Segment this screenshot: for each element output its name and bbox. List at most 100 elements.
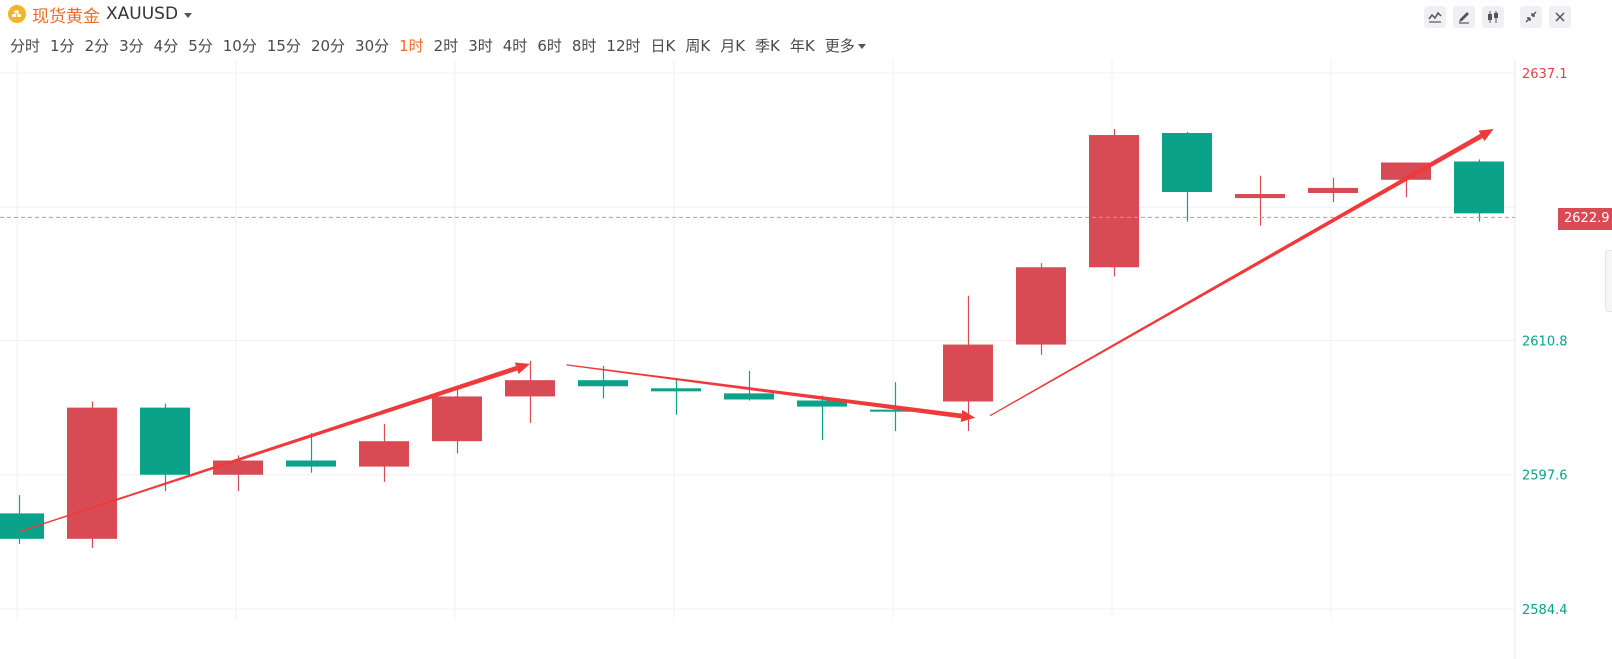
close-icon bbox=[1555, 12, 1565, 22]
candle-body bbox=[724, 393, 774, 400]
candle-body bbox=[651, 388, 701, 392]
trend-arrow-head bbox=[1478, 128, 1494, 142]
collapse-button[interactable] bbox=[1520, 6, 1542, 28]
timeframe-tab[interactable]: 10分 bbox=[222, 36, 257, 55]
price-axis-label: 2610.8 bbox=[1522, 334, 1568, 349]
timeframe-tab[interactable]: 12时 bbox=[606, 36, 641, 55]
timeframe-tab[interactable]: 周K bbox=[685, 36, 711, 55]
timeframe-tab[interactable]: 4时 bbox=[502, 36, 528, 55]
candle bbox=[943, 295, 993, 432]
timeframe-tab[interactable]: 分时 bbox=[10, 36, 41, 55]
candle bbox=[1235, 175, 1285, 226]
timeframe-tab[interactable]: 30分 bbox=[355, 36, 390, 55]
price-axis: 2637.1 2610.8 2597.6 2584.4 bbox=[1522, 67, 1568, 618]
trend-arrow bbox=[18, 362, 530, 533]
candles bbox=[0, 128, 1504, 548]
line-chart-icon bbox=[1428, 11, 1442, 23]
candle bbox=[1016, 263, 1066, 355]
candle-style-button[interactable] bbox=[1482, 6, 1504, 28]
timeframe-tab[interactable]: 20分 bbox=[310, 36, 346, 55]
candle-body bbox=[213, 460, 263, 475]
symbol-code: XAUUSD bbox=[106, 4, 179, 24]
candle bbox=[359, 423, 409, 482]
candle-body bbox=[1162, 133, 1212, 192]
candle bbox=[1089, 128, 1139, 277]
price-axis-label: 2584.4 bbox=[1522, 603, 1568, 618]
candle-body bbox=[67, 407, 117, 539]
candle-body bbox=[578, 380, 628, 387]
candle-body bbox=[870, 409, 920, 412]
price-axis-label: 2597.6 bbox=[1522, 469, 1568, 484]
timeframe-tab[interactable]: 月K bbox=[720, 36, 746, 55]
candle bbox=[578, 365, 628, 399]
candle bbox=[724, 371, 774, 401]
timeframe-tab[interactable]: 8时 bbox=[571, 36, 597, 55]
timeframe-tab[interactable]: 年K bbox=[789, 36, 815, 55]
timeframe-tabs: 分时 1分 2分 3分 4分 5分 10分 15分 20分 30分 1时 2时 3时 4时 6时 8时 12时日… bbox=[0, 32, 866, 58]
timeframe-tab[interactable]: 3时 bbox=[468, 36, 493, 55]
trend-arrow-shaft bbox=[989, 133, 1483, 417]
candle bbox=[1308, 177, 1358, 203]
draw-pen-icon bbox=[1459, 12, 1469, 24]
candle-body bbox=[359, 441, 409, 467]
candle bbox=[0, 495, 44, 544]
candle-body bbox=[1308, 187, 1358, 194]
timeframe-tab[interactable]: 2时 bbox=[433, 36, 459, 55]
candle bbox=[140, 403, 190, 492]
more-timeframes-dropdown[interactable]: 更多 bbox=[825, 35, 866, 56]
candle-body bbox=[1235, 194, 1285, 199]
timeframe-tab[interactable]: 2分 bbox=[84, 36, 110, 55]
panel-resize-handle[interactable] bbox=[1605, 250, 1612, 312]
timeframe-tab[interactable]: 3分 bbox=[119, 36, 144, 55]
gold-bars-icon bbox=[12, 10, 21, 17]
timeframe-tab[interactable]: 15分 bbox=[266, 36, 301, 55]
candlestick-chart[interactable]: 2637.1 2610.8 2597.6 2584.4 bbox=[0, 60, 1612, 659]
candle-body bbox=[286, 460, 336, 467]
chevron-down-icon bbox=[184, 13, 193, 18]
current-price-tag: 2622.9 bbox=[1558, 208, 1612, 230]
candle bbox=[67, 401, 117, 548]
candle-body bbox=[432, 396, 482, 442]
trend-arrow-head bbox=[960, 410, 976, 422]
trend-arrows bbox=[18, 128, 1494, 533]
candle bbox=[797, 395, 847, 441]
candle bbox=[286, 433, 336, 473]
draw-tool-button[interactable] bbox=[1453, 6, 1475, 28]
trend-arrow-shaft bbox=[566, 364, 962, 419]
candlestick-icon bbox=[1488, 11, 1498, 23]
timeframe-tab[interactable]: 季K bbox=[755, 36, 780, 55]
timeframe-tab[interactable]: 6时 bbox=[537, 36, 562, 55]
timeframe-tab[interactable]: 5分 bbox=[188, 36, 213, 55]
timeframe-tab[interactable]: 4分 bbox=[153, 36, 179, 55]
chart-grid bbox=[0, 60, 1516, 659]
price-axis-label: 2637.1 bbox=[1522, 67, 1568, 82]
chart-header: 现货黄金 XAUUSD bbox=[0, 0, 1612, 30]
timeframe-tab[interactable]: 1分 bbox=[50, 36, 75, 55]
line-chart-button[interactable] bbox=[1424, 6, 1446, 28]
candle-body bbox=[1089, 135, 1139, 268]
timeframe-tab[interactable]: 日K bbox=[650, 36, 676, 55]
symbol-selector[interactable]: 现货黄金 XAUUSD bbox=[8, 3, 193, 27]
chevron-down-icon bbox=[857, 43, 866, 49]
candle bbox=[505, 360, 555, 423]
collapse-icon bbox=[1525, 11, 1537, 23]
timeframe-tab[interactable]: 1时 bbox=[399, 36, 424, 55]
candle-body bbox=[1454, 161, 1504, 214]
gold-coin-icon bbox=[8, 5, 26, 23]
candle-body bbox=[1016, 267, 1066, 345]
close-button[interactable] bbox=[1549, 6, 1571, 28]
candle-body bbox=[943, 344, 993, 402]
candle-body bbox=[1381, 162, 1431, 180]
symbol-name: 现货黄金 bbox=[32, 6, 100, 27]
trend-arrow bbox=[989, 128, 1494, 417]
candle-body bbox=[505, 380, 555, 397]
candle-body bbox=[140, 407, 190, 475]
candle bbox=[1454, 159, 1504, 222]
candle-body bbox=[797, 400, 847, 407]
candle bbox=[1162, 131, 1212, 222]
candle bbox=[432, 387, 482, 454]
trend-arrow-shaft bbox=[18, 365, 518, 533]
trend-arrow-head bbox=[514, 362, 530, 374]
trend-arrow bbox=[566, 364, 976, 422]
candle bbox=[651, 379, 701, 415]
